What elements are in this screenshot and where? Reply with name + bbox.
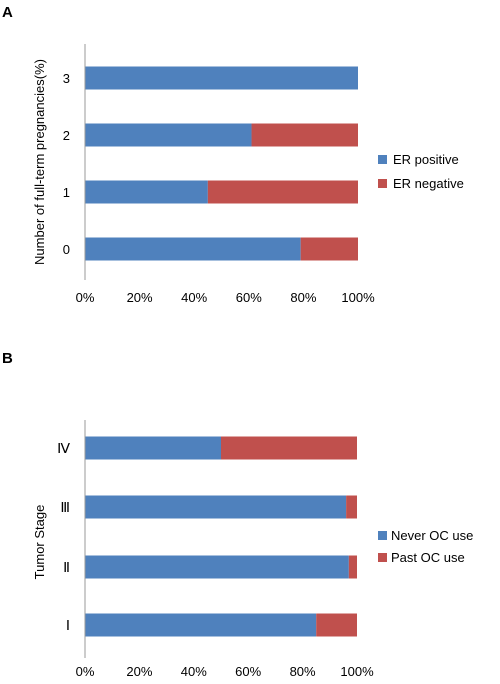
panel-a: A Number of full-term pregnancies(%) 0 1 2…: [2, 4, 464, 305]
category-label-0: 0: [63, 242, 70, 257]
bar-er-negative-0: [300, 237, 358, 261]
x-tick-label-1: 20%: [126, 664, 152, 679]
panel-b-category-labels: Ⅰ Ⅱ Ⅲ Ⅳ: [57, 442, 70, 634]
x-tick-label-0: 0%: [76, 664, 95, 679]
bar-er-negative-1: [207, 180, 358, 204]
bar-past-oc-use-3: [221, 436, 357, 460]
bar-past-oc-use-2: [346, 495, 357, 519]
bar-never-oc-use-3: [85, 436, 221, 460]
panel-b-y-axis-title: Tumor Stage: [32, 505, 47, 580]
bar-never-oc-use-1: [85, 555, 349, 579]
bar-er-positive-0: [85, 237, 301, 261]
panel-a-category-labels: 0 1 2 3: [63, 71, 70, 257]
legend-label-past-oc-use: Past OC use: [391, 550, 465, 565]
bar-never-oc-use-0: [85, 613, 317, 637]
x-tick-label-5: 100%: [341, 290, 375, 305]
panel-a-x-tick-labels: 0% 20% 40% 60% 80% 100%: [76, 290, 375, 305]
panel-b: B Tumor Stage Ⅰ Ⅱ Ⅲ Ⅳ 0% 20% 40% 60% 80% 100% Ne…: [2, 350, 473, 679]
panel-b-legend: Never OC use Past OC use: [378, 528, 473, 565]
x-tick-label-3: 60%: [236, 290, 262, 305]
legend-swatch-er-positive: [378, 155, 387, 164]
category-label-3: Ⅳ: [57, 442, 70, 457]
bar-past-oc-use-0: [316, 613, 357, 637]
x-tick-label-3: 60%: [235, 664, 261, 679]
x-tick-label-4: 80%: [290, 664, 316, 679]
panel-a-label: A: [2, 4, 13, 21]
x-tick-label-1: 20%: [127, 290, 153, 305]
legend-swatch-never-oc-use: [378, 531, 387, 540]
x-tick-label-2: 40%: [181, 290, 207, 305]
bar-er-negative-2: [251, 123, 358, 147]
category-label-1: Ⅱ: [63, 561, 70, 576]
bar-past-oc-use-1: [348, 555, 357, 579]
x-tick-label-5: 100%: [340, 664, 374, 679]
bar-er-positive-3: [85, 66, 358, 90]
panel-b-bars: [85, 436, 357, 637]
bar-never-oc-use-2: [85, 495, 347, 519]
x-tick-label-4: 80%: [290, 290, 316, 305]
panel-b-x-tick-labels: 0% 20% 40% 60% 80% 100%: [76, 664, 374, 679]
legend-label-er-negative: ER negative: [393, 176, 464, 191]
category-label-3: 3: [63, 71, 70, 86]
legend-label-never-oc-use: Never OC use: [391, 528, 473, 543]
bar-er-positive-2: [85, 123, 252, 147]
x-tick-label-2: 40%: [181, 664, 207, 679]
panel-a-legend: ER positive ER negative: [378, 152, 464, 191]
legend-label-er-positive: ER positive: [393, 152, 459, 167]
panel-a-bars: [85, 66, 358, 261]
bar-er-positive-1: [85, 180, 208, 204]
x-tick-label-0: 0%: [76, 290, 95, 305]
legend-swatch-past-oc-use: [378, 553, 387, 562]
category-label-2: Ⅲ: [60, 501, 70, 516]
category-label-1: 1: [63, 185, 70, 200]
panel-a-y-axis-title: Number of full-term pregnancies(%): [32, 59, 47, 265]
category-label-0: Ⅰ: [66, 619, 70, 634]
category-label-2: 2: [63, 128, 70, 143]
legend-swatch-er-negative: [378, 179, 387, 188]
panel-b-label: B: [2, 350, 13, 367]
